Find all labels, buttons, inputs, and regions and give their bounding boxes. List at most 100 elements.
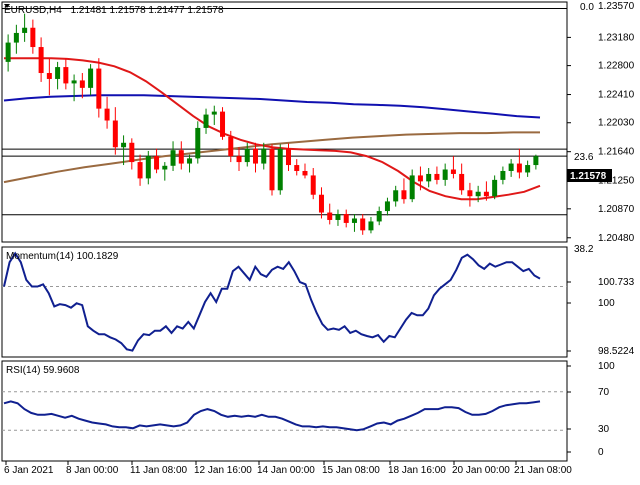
candle-body: [137, 162, 143, 179]
rsi-axis: 100 70 30 0: [567, 361, 615, 458]
candle-body: [318, 194, 324, 213]
time-tick-label: 8 Jan 00:00: [66, 465, 119, 476]
candle-body: [220, 111, 226, 137]
candle-body: [96, 68, 102, 109]
price-tick-label: 1.20870: [598, 204, 635, 215]
candle-body: [294, 165, 300, 171]
candle-body: [475, 191, 481, 197]
candle-body: [195, 127, 201, 159]
candle-body: [228, 136, 234, 157]
ma-mid-line: [3, 94, 541, 119]
time-tick-label: 15 Jan 08:00: [322, 465, 380, 476]
fib-236-label: 23.6: [574, 152, 594, 163]
last-price-label: 1.21578: [570, 171, 607, 182]
price-tick-label: 1.22800: [598, 61, 635, 72]
time-tick-label: 14 Jan 00:00: [257, 465, 315, 476]
candle-body: [253, 148, 259, 164]
indicator-tick-label: 98.5224: [598, 346, 635, 357]
time-tick-label: 20 Jan 00:00: [452, 465, 510, 476]
candle-body: [63, 67, 69, 84]
candle-body: [434, 173, 440, 180]
indicator-line: [3, 400, 541, 432]
candle-body: [244, 148, 250, 163]
fib-0-label: 0.0: [580, 2, 594, 13]
candle-body: [442, 169, 448, 180]
candle-body: [401, 190, 407, 200]
candle-body: [145, 156, 151, 179]
candle-body: [129, 142, 135, 163]
candle-body: [88, 68, 94, 88]
candle-body: [492, 179, 498, 197]
rsi-pane: [1, 360, 568, 462]
candle-body: [30, 27, 36, 48]
candle-body: [13, 32, 19, 43]
candle-body: [285, 148, 291, 166]
candle-body: [343, 214, 349, 223]
candle-body: [483, 191, 489, 197]
candle-body: [112, 120, 118, 148]
time-tick-label: 18 Jan 16:00: [388, 465, 446, 476]
candle-body: [508, 163, 514, 171]
candle-body: [211, 111, 217, 115]
header-title: EURUSD,H4 1.21481 1.21578 1.21477 1.2157…: [4, 5, 224, 16]
candle-body: [187, 158, 193, 164]
candle-body: [417, 175, 423, 182]
candle-body: [351, 218, 357, 223]
candle-body: [104, 108, 110, 121]
candle-body: [269, 148, 275, 191]
candle-body: [170, 150, 176, 166]
candle-body: [277, 148, 283, 191]
candle-body: [261, 148, 267, 164]
candle-body: [525, 165, 531, 173]
collapse-triangle-icon[interactable]: [4, 4, 10, 8]
price-tick-label: 1.21250: [598, 176, 635, 187]
candle-body: [162, 165, 168, 170]
main-price-pane: [1, 1, 568, 243]
price-tick-label: 1.22030: [598, 118, 635, 129]
candle-body: [368, 221, 374, 231]
momentum-pane: [1, 246, 568, 358]
momentum-title: Momentum(14) 100.1829: [6, 251, 119, 262]
candle-body: [154, 156, 160, 170]
candle-body: [384, 201, 390, 212]
indicator-line: [3, 251, 541, 352]
candle-body: [310, 175, 316, 195]
candle-body: [500, 170, 506, 180]
time-tick-label: 21 Jan 08:00: [514, 465, 572, 476]
indicator-tick-label: 70: [598, 387, 610, 398]
candle-body: [38, 47, 44, 74]
candle-body: [79, 80, 85, 88]
price-tick-label: 1.23570: [598, 1, 635, 12]
candle-body: [409, 175, 415, 200]
time-tick-label: 11 Jan 08:00: [130, 465, 188, 476]
price-tick-label: 1.22410: [598, 90, 635, 101]
candle-body: [393, 190, 399, 202]
momentum-axis: 100.733 100 98.5224: [567, 277, 635, 357]
symbol-label: EURUSD,H4: [4, 5, 62, 16]
indicator-tick-label: 30: [598, 424, 610, 435]
candle-body: [376, 211, 382, 222]
candle-body: [178, 150, 184, 164]
indicator-tick-label: 0: [598, 447, 604, 458]
candle-body: [360, 218, 366, 231]
candle-body: [5, 42, 11, 62]
time-axis: 6 Jan 2021 8 Jan 00:00 11 Jan 08:00 12 Jan …: [4, 461, 572, 476]
candle-body: [335, 214, 341, 220]
last-price-tag: [567, 169, 612, 182]
rsi-title: RSI(14) 59.9608: [6, 365, 80, 376]
candle-body: [327, 212, 333, 220]
candle-body: [426, 173, 432, 182]
candle-body: [46, 73, 52, 79]
price-tick-label: 1.23180: [598, 32, 635, 43]
indicator-tick-label: 100: [598, 361, 615, 372]
candle-body: [203, 114, 209, 128]
indicator-tick-label: 100: [598, 298, 615, 309]
candle-body: [71, 80, 77, 84]
candle-body: [516, 163, 522, 173]
candle-body: [459, 173, 465, 191]
time-tick-label: 6 Jan 2021: [4, 465, 54, 476]
fib-382-label: 38.2: [574, 244, 594, 255]
candle-body: [450, 169, 456, 174]
